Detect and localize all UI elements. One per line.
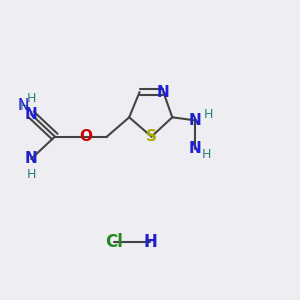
Text: H: H bbox=[20, 100, 30, 113]
Text: S: S bbox=[146, 129, 157, 144]
Text: N: N bbox=[25, 152, 38, 166]
Text: H: H bbox=[143, 233, 157, 251]
Text: N: N bbox=[188, 113, 201, 128]
Text: N: N bbox=[14, 98, 30, 113]
Text: N: N bbox=[157, 85, 170, 100]
Text: H: H bbox=[202, 148, 211, 161]
Text: O: O bbox=[80, 129, 93, 144]
Text: N: N bbox=[188, 141, 201, 156]
Text: H: H bbox=[26, 92, 36, 105]
Text: H: H bbox=[203, 108, 213, 121]
Text: Cl: Cl bbox=[105, 233, 123, 251]
Text: H: H bbox=[26, 168, 36, 181]
Text: N: N bbox=[25, 107, 38, 122]
